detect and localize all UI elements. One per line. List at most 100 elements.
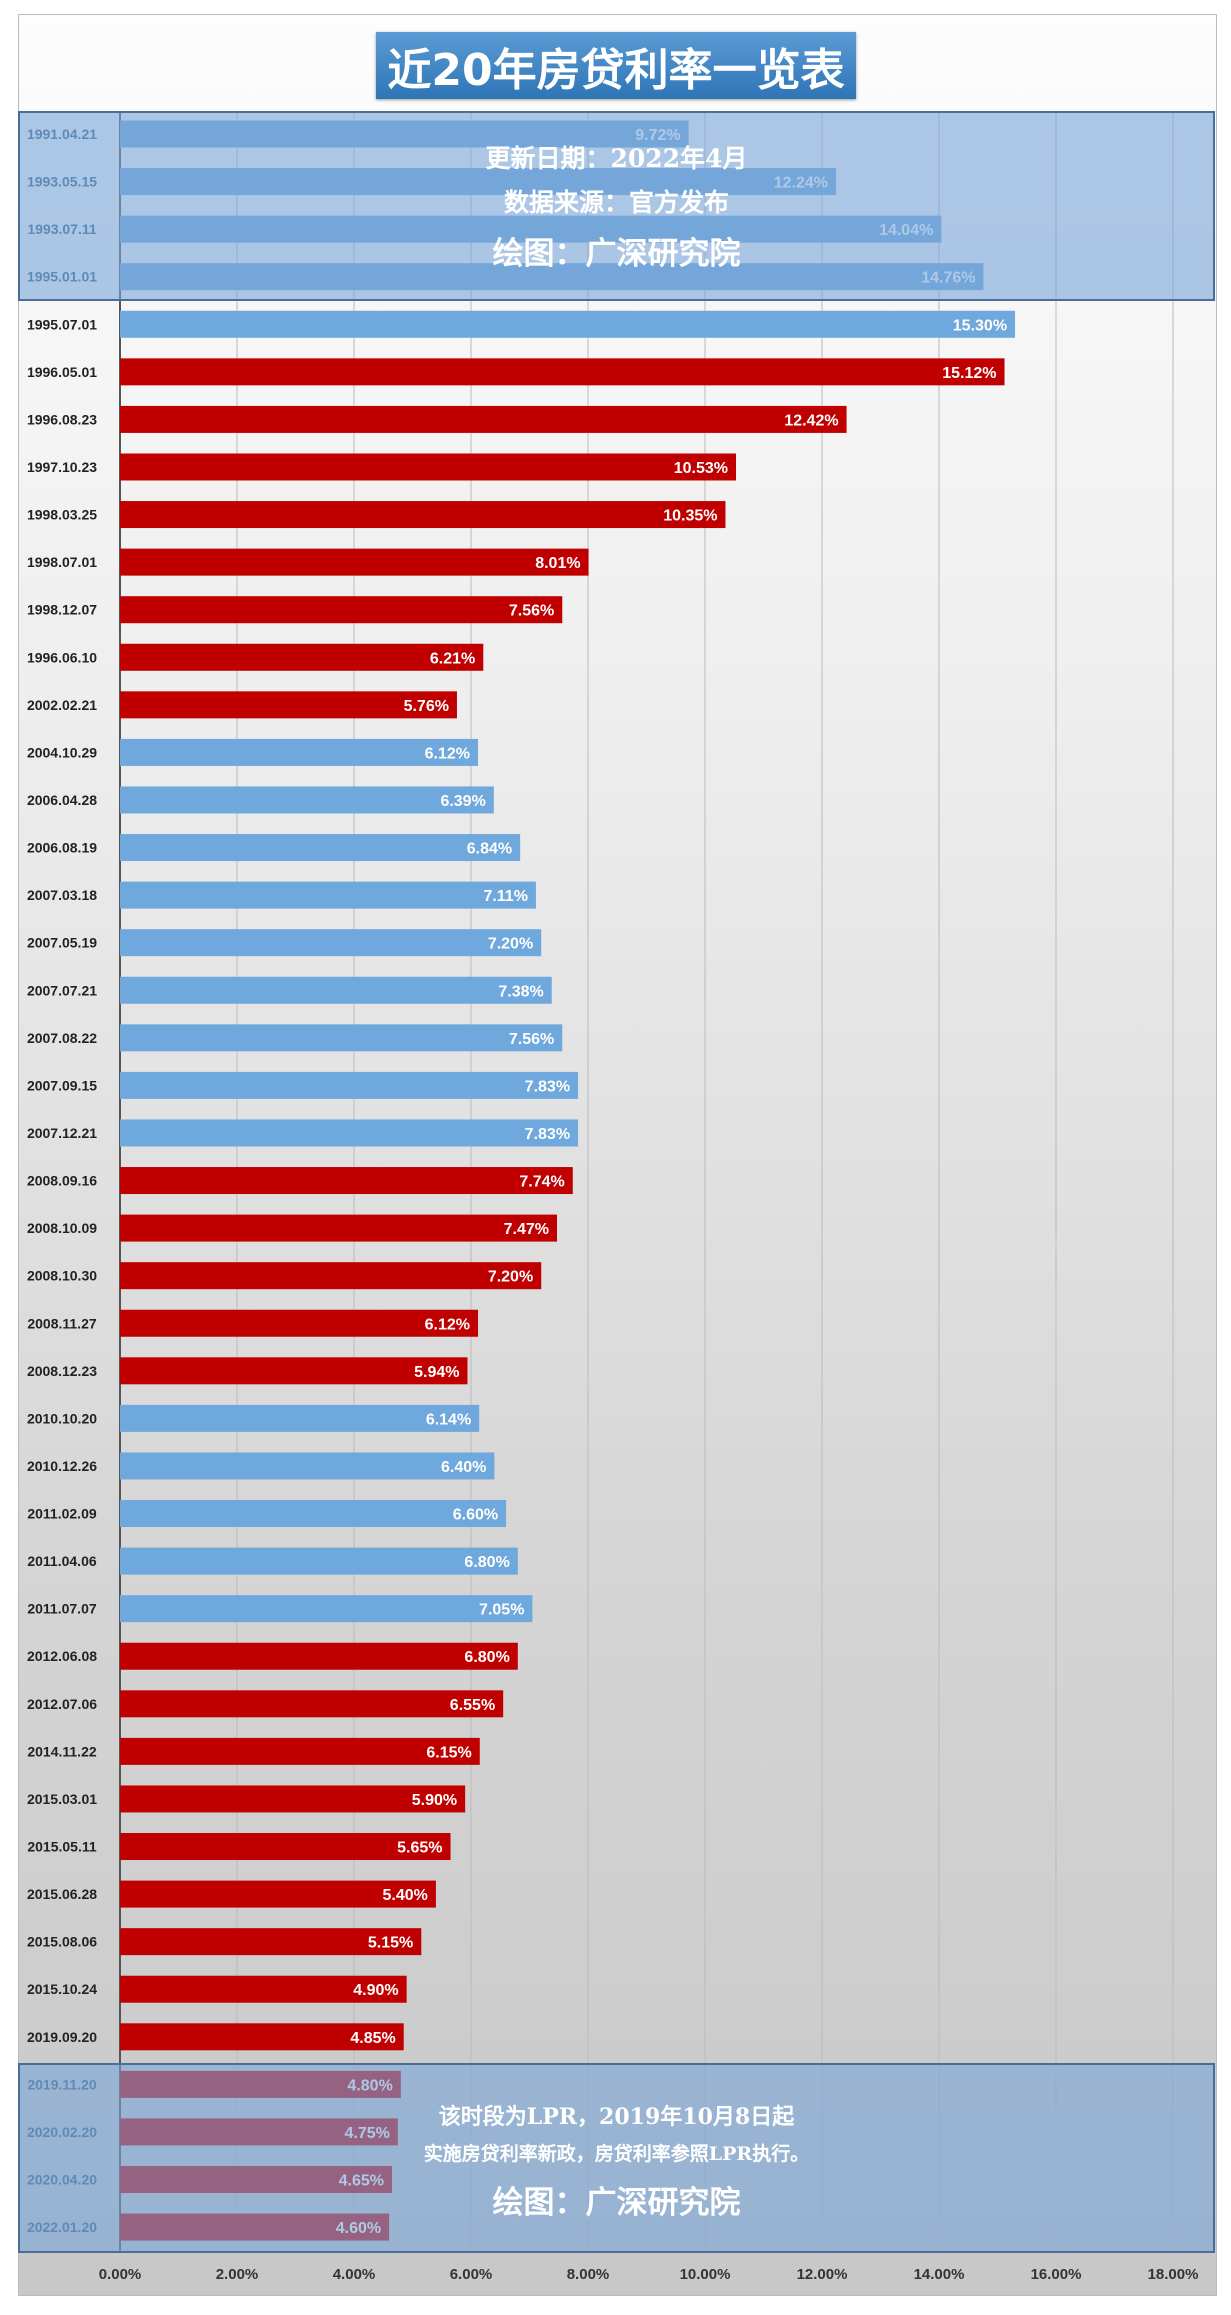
bar	[120, 786, 494, 814]
y-tick-label: 2015.10.24	[27, 1981, 97, 1997]
y-tick-label: 1996.06.10	[27, 649, 97, 665]
data-label: 7.74%	[519, 1174, 564, 1191]
data-source: 数据来源：官方发布	[503, 188, 729, 217]
y-tick-label: 1998.03.25	[27, 507, 97, 523]
x-tick-label: 8.00%	[567, 2266, 610, 2283]
y-tick-label: 1996.05.01	[27, 364, 97, 380]
y-tick-label: 2010.10.20	[27, 1410, 97, 1426]
data-label: 6.84%	[467, 841, 512, 858]
data-label: 12.42%	[784, 412, 838, 429]
data-label: 7.47%	[504, 1221, 549, 1238]
bar	[120, 1309, 479, 1337]
bar	[120, 1975, 407, 2003]
bar	[120, 1119, 579, 1147]
y-tick-label: 2014.11.22	[27, 1743, 97, 1759]
data-label: 5.94%	[414, 1364, 459, 1381]
y-tick-label: 2007.07.21	[27, 982, 97, 998]
y-tick-label: 2015.03.01	[27, 1791, 97, 1807]
data-label: 15.12%	[942, 365, 996, 382]
credit: 绘图：广深研究院	[492, 2185, 741, 2221]
lpr-note-line1: 该时段为LPR，2019年10月8日起	[438, 2104, 795, 2130]
data-label: 6.55%	[450, 1697, 495, 1714]
data-label: 6.40%	[441, 1459, 486, 1476]
data-label: 5.76%	[404, 698, 449, 715]
data-label: 7.38%	[498, 983, 543, 1000]
x-tick-label: 2.00%	[216, 2266, 259, 2283]
x-tick-label: 18.00%	[1148, 2266, 1199, 2283]
bar	[120, 1737, 480, 1765]
y-tick-label: 2015.08.06	[27, 1934, 97, 1950]
data-label: 7.83%	[525, 1078, 570, 1095]
data-label: 6.15%	[426, 1744, 471, 1761]
bar	[120, 1690, 504, 1718]
y-tick-label: 2011.07.07	[27, 1601, 97, 1617]
x-tick-label: 12.00%	[797, 2266, 848, 2283]
bar	[120, 643, 484, 671]
bar	[120, 1928, 422, 1956]
y-tick-label: 2015.05.11	[27, 1839, 97, 1855]
x-tick-label: 10.00%	[680, 2266, 731, 2283]
data-label: 5.65%	[397, 1840, 442, 1857]
data-label: 10.35%	[663, 508, 717, 525]
data-label: 7.20%	[488, 1269, 533, 1286]
bar	[120, 1357, 468, 1385]
data-label: 7.56%	[509, 1031, 554, 1048]
data-label: 5.15%	[368, 1935, 413, 1952]
y-tick-label: 2012.07.06	[27, 1696, 97, 1712]
bar	[120, 310, 1016, 338]
y-tick-label: 2007.09.15	[27, 1077, 97, 1093]
bar	[120, 1404, 480, 1432]
data-label: 5.40%	[383, 1887, 428, 1904]
x-tick-label: 4.00%	[333, 2266, 376, 2283]
y-tick-label: 2015.06.28	[27, 1886, 97, 1902]
bar	[120, 501, 726, 529]
data-label: 6.60%	[453, 1507, 498, 1524]
update-date: 更新日期：2022年4月	[485, 144, 748, 173]
data-label: 6.80%	[464, 1554, 509, 1571]
y-tick-label: 2011.02.09	[27, 1506, 97, 1522]
y-tick-label: 2006.04.28	[27, 792, 97, 808]
bar	[120, 1833, 451, 1861]
x-tick-label: 14.00%	[914, 2266, 965, 2283]
y-tick-label: 2008.12.23	[27, 1363, 97, 1379]
data-label: 6.80%	[464, 1649, 509, 1666]
data-label: 5.90%	[412, 1792, 457, 1809]
data-label: 4.85%	[350, 2030, 395, 2047]
bar	[120, 1785, 466, 1813]
y-tick-label: 1998.07.01	[27, 554, 97, 570]
bar	[120, 1880, 436, 1908]
y-tick-label: 2007.08.22	[27, 1030, 97, 1046]
bar	[120, 881, 536, 909]
bar	[120, 1214, 557, 1242]
data-label: 6.12%	[425, 1316, 470, 1333]
bar	[120, 405, 847, 433]
bar	[120, 596, 563, 624]
bar	[120, 1500, 507, 1528]
y-tick-label: 2012.06.08	[27, 1648, 97, 1664]
y-tick-label: 1998.12.07	[27, 602, 97, 618]
x-tick-label: 16.00%	[1031, 2266, 1082, 2283]
bar	[120, 548, 589, 576]
data-label: 10.53%	[674, 460, 728, 477]
bar	[120, 1262, 542, 1290]
data-label: 6.21%	[430, 650, 475, 667]
y-tick-label: 2011.04.06	[27, 1553, 97, 1569]
chart-title: 近20年房贷利率一览表	[376, 32, 856, 99]
y-tick-label: 2002.02.21	[27, 697, 97, 713]
bar	[120, 1071, 579, 1099]
data-label: 7.20%	[488, 936, 533, 953]
bar	[120, 1642, 518, 1670]
data-label: 15.30%	[953, 317, 1007, 334]
data-label: 4.90%	[353, 1982, 398, 1999]
y-tick-label: 2008.09.16	[27, 1173, 97, 1189]
y-tick-label: 2007.05.19	[27, 935, 97, 951]
bar	[120, 2023, 404, 2051]
y-tick-label: 2008.10.09	[27, 1220, 97, 1236]
bar	[120, 453, 737, 481]
bar	[120, 1167, 573, 1195]
y-tick-label: 2007.03.18	[27, 887, 97, 903]
x-tick-label: 0.00%	[99, 2266, 142, 2283]
y-tick-label: 1995.07.01	[27, 316, 97, 332]
data-label: 6.12%	[425, 745, 470, 762]
